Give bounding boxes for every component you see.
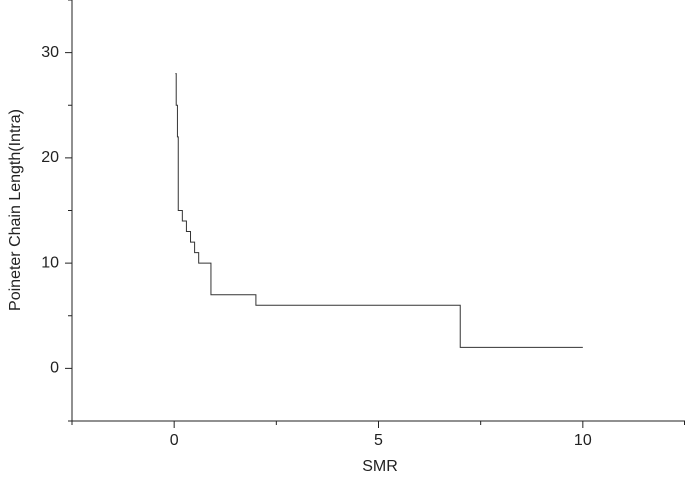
x-tick-label: 10 xyxy=(574,432,592,449)
y-tick-label: 30 xyxy=(41,44,59,61)
step-line xyxy=(175,73,583,348)
y-tick-label: 10 xyxy=(41,254,59,271)
y-tick-label: 20 xyxy=(41,149,59,166)
y-axis-label: Poineter Chain Length(Intra) xyxy=(7,109,24,311)
x-tick-label: 5 xyxy=(374,432,383,449)
x-tick-label: 0 xyxy=(170,432,179,449)
y-tick-label: 0 xyxy=(50,360,59,377)
x-axis-label: SMR xyxy=(362,458,398,475)
